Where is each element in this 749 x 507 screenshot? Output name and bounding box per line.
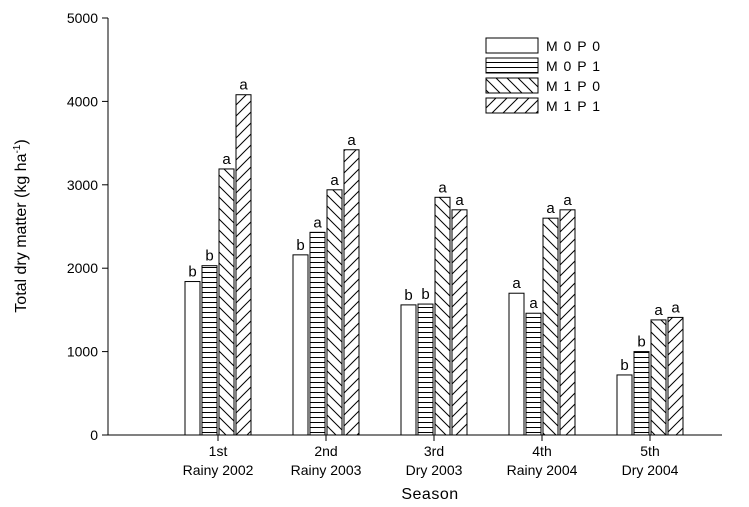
y-tick-label: 3000 [67,177,98,193]
bar [417,303,434,436]
x-tick-label-line2: Dry 2004 [622,462,679,478]
significance-letter: a [529,295,538,312]
significance-letter: a [546,200,555,217]
x-tick-label-line1: 3rd [424,443,444,459]
bar-group [508,209,576,436]
bar-group [184,94,252,436]
bar [400,304,417,436]
bar-group [292,149,360,436]
significance-letter: a [222,151,231,168]
x-tick-label-line2: Rainy 2003 [291,462,362,478]
legend-swatch [485,97,539,114]
bar-group [400,196,468,436]
bar [292,254,309,436]
bar [616,374,633,436]
x-tick-label-line1: 5th [640,443,659,459]
significance-letter: b [404,287,412,304]
y-tick-label: 5000 [67,10,98,26]
legend-label: M 0 P 0 [546,38,601,54]
significance-letter: b [421,286,429,303]
bar [309,231,326,436]
y-axis-title-main: Total dry matter (kg ha [13,153,30,312]
bar [218,168,235,436]
significance-letter: a [438,179,447,196]
significance-letter: b [296,237,304,254]
legend-label: M 1 P 1 [546,98,601,114]
y-axis-title-close: ) [13,139,30,144]
significance-letter: a [330,172,339,189]
bar-groups [184,94,684,436]
bar [542,217,559,436]
significance-letter: b [620,357,628,374]
x-tick-label-line2: Rainy 2002 [183,462,254,478]
x-tick-label-line1: 1st [209,443,228,459]
legend-swatch [485,57,539,74]
x-tick-label-line2: Dry 2003 [406,462,463,478]
y-tick-label: 4000 [67,93,98,109]
x-tick-label-line2: Rainy 2004 [507,462,578,478]
x-axis-title: Season [401,486,458,503]
bar [184,281,201,436]
legend-label: M 1 P 0 [546,78,601,94]
bar [633,351,650,436]
significance-letter: a [455,192,464,209]
legend-item: M 0 P 0 [485,37,601,54]
significance-letter: b [188,264,196,281]
bar [451,209,468,436]
significance-letter: b [205,248,213,265]
legend-label: M 0 P 1 [546,58,601,74]
y-tick-label: 0 [90,427,98,443]
significance-letter: a [239,77,248,94]
bar [326,189,343,436]
legend-swatch [485,77,539,94]
x-axis: 1st Rainy 2002 2nd Rainy 2003 3rd Dry 2003 4th… [108,434,722,478]
legend-item: M 1 P 1 [485,97,601,114]
legend-swatch [485,37,539,54]
bar [650,319,667,436]
y-ticks: 0 1000 2000 3000 4000 5000 [67,10,108,443]
legend: M 0 P 0 M 0 P 1 M 1 P 0 M 1 P 1 [485,37,601,114]
significance-letter: a [313,214,322,231]
y-tick-label: 2000 [67,260,98,276]
bar [667,316,684,436]
y-axis: 0 1000 2000 3000 4000 5000 [67,10,109,443]
x-tick-label-line1: 4th [532,443,551,459]
bar [508,292,525,436]
bar-group [616,316,684,436]
legend-item: M 1 P 0 [485,77,601,94]
bar [434,196,451,436]
bar [343,149,360,436]
x-tick-label-line1: 2nd [314,443,337,459]
bar [559,209,576,436]
significance-letter: a [654,302,663,319]
y-axis-title-superscript: -1 [12,144,23,153]
significance-letter: a [671,299,680,316]
bar [201,265,218,436]
significance-letter: a [347,132,356,149]
y-tick-label: 1000 [67,344,98,360]
significance-letter: a [512,275,521,292]
x-ticks: 1st Rainy 2002 2nd Rainy 2003 3rd Dry 2003 4th… [183,435,679,478]
bar [235,94,252,436]
y-axis-title: Total dry matter (kg ha-1) [12,139,30,312]
bar [525,312,542,436]
legend-item: M 0 P 1 [485,57,601,74]
significance-letter: b [637,334,645,351]
significance-letter: a [563,192,572,209]
